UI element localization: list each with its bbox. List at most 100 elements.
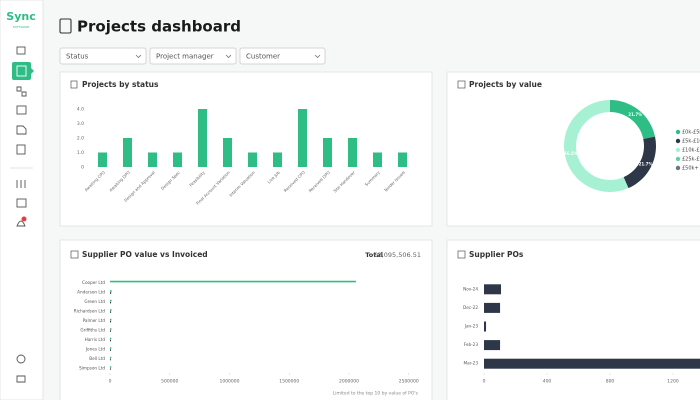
nav-icon[interactable] (16, 46, 26, 55)
nav-active[interactable] (12, 62, 31, 80)
nav-icon[interactable] (16, 220, 26, 227)
y-tick-label: Anderson Ltd (77, 289, 105, 294)
bar (110, 309, 112, 311)
bar (110, 347, 112, 349)
filter-label: Project manager (156, 53, 214, 61)
x-tick-label: 800 (606, 379, 615, 385)
bar (484, 321, 487, 332)
bar (123, 138, 132, 167)
legend-swatch (675, 147, 681, 153)
bar (98, 152, 107, 167)
bar (110, 368, 111, 370)
panel (59, 239, 433, 400)
logo: Sync (6, 10, 35, 23)
x-tick-label: 1000000 (219, 379, 239, 385)
panel-title: Projects by status (82, 80, 159, 89)
chart-note: Limited to the top 10 by value of PO's (333, 391, 419, 397)
y-tick-label: Jan-23 (464, 324, 479, 329)
bar (110, 301, 112, 304)
bar (373, 152, 382, 167)
x-tick-label: 0 (109, 379, 112, 385)
x-tick-label: 500000 (161, 379, 178, 385)
nav-icon[interactable] (16, 375, 26, 383)
bar (110, 320, 112, 323)
bar (110, 290, 112, 292)
bar (110, 349, 111, 351)
x-tick-label: 1500000 (279, 379, 299, 385)
nav-icon[interactable] (16, 105, 27, 115)
legend-swatch (675, 129, 681, 135)
bar (223, 138, 232, 167)
y-tick-label: 4.0 (77, 107, 84, 113)
y-tick-label: Griffiths Ltd (80, 327, 105, 332)
donut-segment (564, 100, 629, 193)
bar (484, 302, 501, 313)
filter-dropdown[interactable] (149, 47, 237, 65)
bar (198, 109, 207, 167)
y-tick-label: Jones Ltd (85, 346, 106, 351)
logo-sub: SOFTWARE (13, 25, 30, 29)
legend-swatch (675, 156, 681, 162)
data-label: 21.7% (639, 161, 653, 166)
x-tick-label: 2500000 (399, 379, 419, 385)
bar (110, 366, 112, 368)
bar (110, 358, 111, 361)
legend-swatch (675, 138, 681, 144)
data-label: 21.7% (628, 112, 642, 117)
y-tick-label: Bell Ltd (89, 356, 105, 361)
y-tick-label: Harris Ltd (85, 337, 106, 342)
legend-label: £10k-£25k (682, 148, 700, 154)
data-label: 56.5% (564, 151, 578, 156)
filter-chevron (135, 54, 142, 59)
y-tick-label: Palmer Ltd (83, 318, 106, 323)
legend-label: £50k+ (682, 166, 699, 172)
nav-icon[interactable] (16, 144, 26, 155)
page-title: Projects dashboard (77, 18, 241, 36)
bar (398, 152, 407, 167)
bar (110, 280, 356, 283)
bar (110, 328, 112, 330)
donut-segment (610, 100, 656, 140)
legend-label: £25k-£50k (682, 157, 700, 163)
filters: Status Project manager Customer (59, 47, 326, 65)
bar (110, 330, 111, 332)
nav-icon[interactable] (16, 180, 26, 188)
nav-icon[interactable] (16, 125, 27, 135)
filter-dropdown[interactable] (59, 47, 147, 65)
nav-icon[interactable] (16, 86, 27, 97)
filter-dropdown[interactable] (239, 47, 326, 65)
total-label: Total (365, 251, 383, 259)
x-tick-label: 1200 (667, 379, 679, 385)
total-value: £2,095,506.51 (373, 251, 421, 259)
notification-badge (21, 216, 27, 222)
bar (110, 299, 112, 302)
bar (248, 152, 257, 167)
header-icon (59, 18, 72, 34)
bar (484, 284, 502, 295)
donut-segment (623, 136, 656, 189)
bar (484, 358, 700, 369)
y-tick-label: Mar-23 (464, 361, 479, 366)
bar (110, 292, 112, 294)
x-tick-label: 0 (483, 379, 486, 385)
legend-swatch (675, 165, 681, 171)
x-tick-label: 400 (543, 379, 552, 385)
bar (348, 138, 357, 167)
y-tick-label: Green Ltd (84, 299, 105, 304)
bar (273, 152, 282, 167)
legend-label: £0k-£5k (682, 130, 700, 136)
nav-icon[interactable] (16, 354, 26, 364)
bar (323, 138, 332, 167)
y-tick-label: Dec-22 (463, 305, 478, 310)
filter-label: Status (66, 53, 89, 61)
nav-icon[interactable] (16, 198, 27, 208)
bar (110, 356, 112, 359)
x-tick-label: 2000000 (339, 379, 359, 385)
y-tick-label: Cooper Ltd (82, 280, 105, 285)
panel-title: Projects by value (469, 80, 542, 89)
y-tick-label: 1.0 (77, 150, 84, 156)
y-tick-label: Simpson Ltd (79, 365, 105, 370)
filter-chevron (314, 54, 321, 59)
panel (59, 71, 433, 227)
